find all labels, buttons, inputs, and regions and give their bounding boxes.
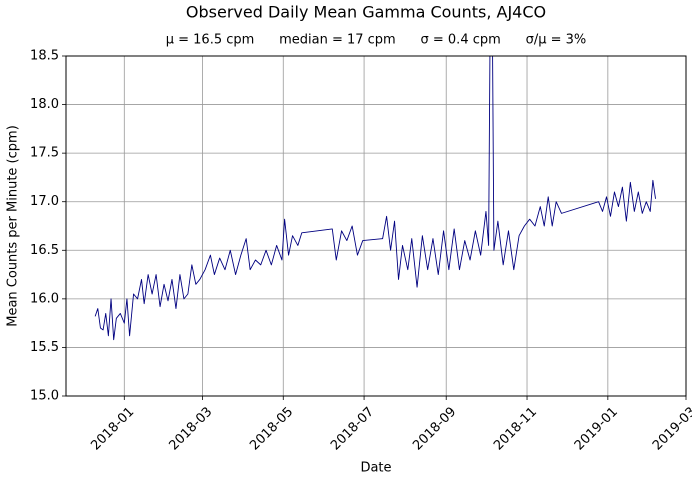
grid xyxy=(66,55,687,397)
y-tick-label: 18.0 xyxy=(30,97,59,112)
y-tick-label: 16.5 xyxy=(30,243,59,258)
chart-title: Observed Daily Mean Gamma Counts, AJ4CO xyxy=(186,3,546,22)
chart-subtitle: μ = 16.5 cpm median = 17 cpm σ = 0.4 cpm… xyxy=(166,33,587,48)
y-tick-label: 17.5 xyxy=(30,146,59,161)
x-tick-label: 2018-07 xyxy=(328,404,377,453)
y-tick-label: 15.5 xyxy=(30,340,59,355)
y-axis-label: Mean Counts per Minute (cpm) xyxy=(6,125,21,327)
x-tick-label: 2018-09 xyxy=(410,404,459,453)
x-tick-label: 2018-11 xyxy=(491,404,540,453)
x-tick-label: 2018-03 xyxy=(166,404,215,453)
x-tick-label: 2019-01 xyxy=(572,404,621,453)
x-axis-label: Date xyxy=(360,461,391,476)
y-tick-label: 17.0 xyxy=(30,194,59,209)
y-tick-label: 18.5 xyxy=(30,49,59,64)
x-tick-label: 2018-05 xyxy=(247,404,296,453)
y-tick-label: 15.0 xyxy=(30,389,59,404)
x-tick-label: 2019-03 xyxy=(650,404,692,453)
ticks: 15.0 15.5 16.0 16.5 17.0 17.5 18.0 18.5 2018-01 2… xyxy=(30,49,692,454)
plot-area xyxy=(94,56,656,341)
plot-frame xyxy=(65,55,687,397)
x-tick-label: 2018-01 xyxy=(88,404,137,453)
data-line xyxy=(94,56,656,341)
y-tick-label: 16.0 xyxy=(30,291,59,306)
